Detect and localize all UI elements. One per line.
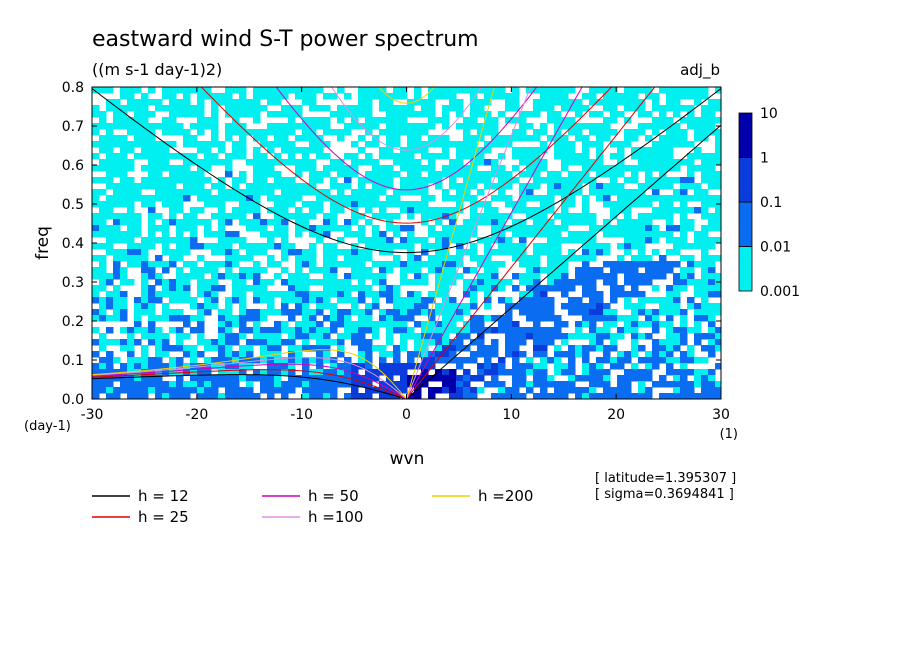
y-tick-label: 0.8 xyxy=(62,80,84,96)
dispersion-curve-h100-1 xyxy=(330,87,483,151)
power-heatmap xyxy=(92,87,721,399)
sigma-info: [ sigma=0.3694841 ] xyxy=(595,487,734,502)
dispersion-curve-h200-1 xyxy=(378,87,436,104)
x-tick-label: 0 xyxy=(402,407,411,423)
colorbar-label: 1 xyxy=(760,151,769,167)
curve-legend: h = 12 h = 25 h = 50 h =100 h =200 xyxy=(92,487,533,526)
colorbar-swatch xyxy=(738,201,753,247)
legend-label: h = 50 xyxy=(308,487,359,505)
dispersion-curve-h100-2 xyxy=(92,357,407,399)
colorbar: 0.001 0.01 0.1 1 10 xyxy=(738,106,800,300)
dispersion-curve-h50-2 xyxy=(92,363,407,399)
dispersion-curve-h200-2 xyxy=(92,349,407,399)
x-axis: -30 -20 -10 0 10 20 30 xyxy=(81,87,730,423)
dispersion-curve-h25-0 xyxy=(406,87,656,399)
dispersion-curve-h25-2 xyxy=(92,369,407,399)
chart-subtitle: ((m s-1 day-1)2) xyxy=(92,60,222,79)
latitude-info: [ latitude=1.395307 ] xyxy=(595,471,736,486)
dispersion-curves xyxy=(92,87,721,399)
colorbar-label: 0.01 xyxy=(760,240,791,256)
y-tick-label: 0.6 xyxy=(62,158,84,174)
y-tick-label: 0.5 xyxy=(62,197,84,213)
x-tick-label: -30 xyxy=(81,407,104,423)
dispersion-curve-h25-1 xyxy=(200,87,613,224)
colorbar-swatch xyxy=(738,112,753,158)
colorbar-label: 10 xyxy=(760,106,778,122)
x-unit-label: (1) xyxy=(720,427,738,442)
y-axis: 0.0 0.1 0.2 0.3 0.4 0.5 0.6 0.7 0.8 xyxy=(62,80,721,408)
y-tick-label: 0.7 xyxy=(62,119,84,135)
dispersion-curve-h12-2 xyxy=(92,374,407,399)
experiment-tag: adj_b xyxy=(680,61,720,80)
dispersion-curve-h12-0 xyxy=(406,124,721,399)
y-tick-label: 0.2 xyxy=(62,314,84,330)
colorbar-swatch xyxy=(738,246,753,292)
dispersion-curve-h50-0 xyxy=(406,87,583,399)
x-axis-label: wvn xyxy=(390,449,425,469)
legend-label: h = 25 xyxy=(138,508,189,526)
legend-label: h =100 xyxy=(308,508,363,526)
x-tick-label: 10 xyxy=(502,407,520,423)
y-unit-label: (day-1) xyxy=(24,419,71,434)
y-tick-label: 0.3 xyxy=(62,275,84,291)
x-tick-label: -10 xyxy=(290,407,313,423)
x-tick-label: 20 xyxy=(607,407,625,423)
y-axis-label: freq xyxy=(33,226,53,260)
dispersion-curve-h200-0 xyxy=(406,87,495,399)
chart-title: eastward wind S-T power spectrum xyxy=(92,27,479,52)
dispersion-curve-h12-1 xyxy=(92,88,721,254)
x-tick-label: -20 xyxy=(185,407,208,423)
colorbar-label: 0.001 xyxy=(760,284,800,300)
x-tick-label: 30 xyxy=(712,407,730,423)
y-tick-label: 0.0 xyxy=(62,392,84,408)
dispersion-curve-h100-0 xyxy=(406,87,532,399)
dispersion-curve-h50-1 xyxy=(275,87,538,191)
legend-label: h = 12 xyxy=(138,487,189,505)
y-tick-label: 0.4 xyxy=(62,236,84,252)
y-tick-label: 0.1 xyxy=(62,353,84,369)
colorbar-label: 0.1 xyxy=(760,195,782,211)
colorbar-swatch xyxy=(738,157,753,203)
legend-label: h =200 xyxy=(478,487,533,505)
